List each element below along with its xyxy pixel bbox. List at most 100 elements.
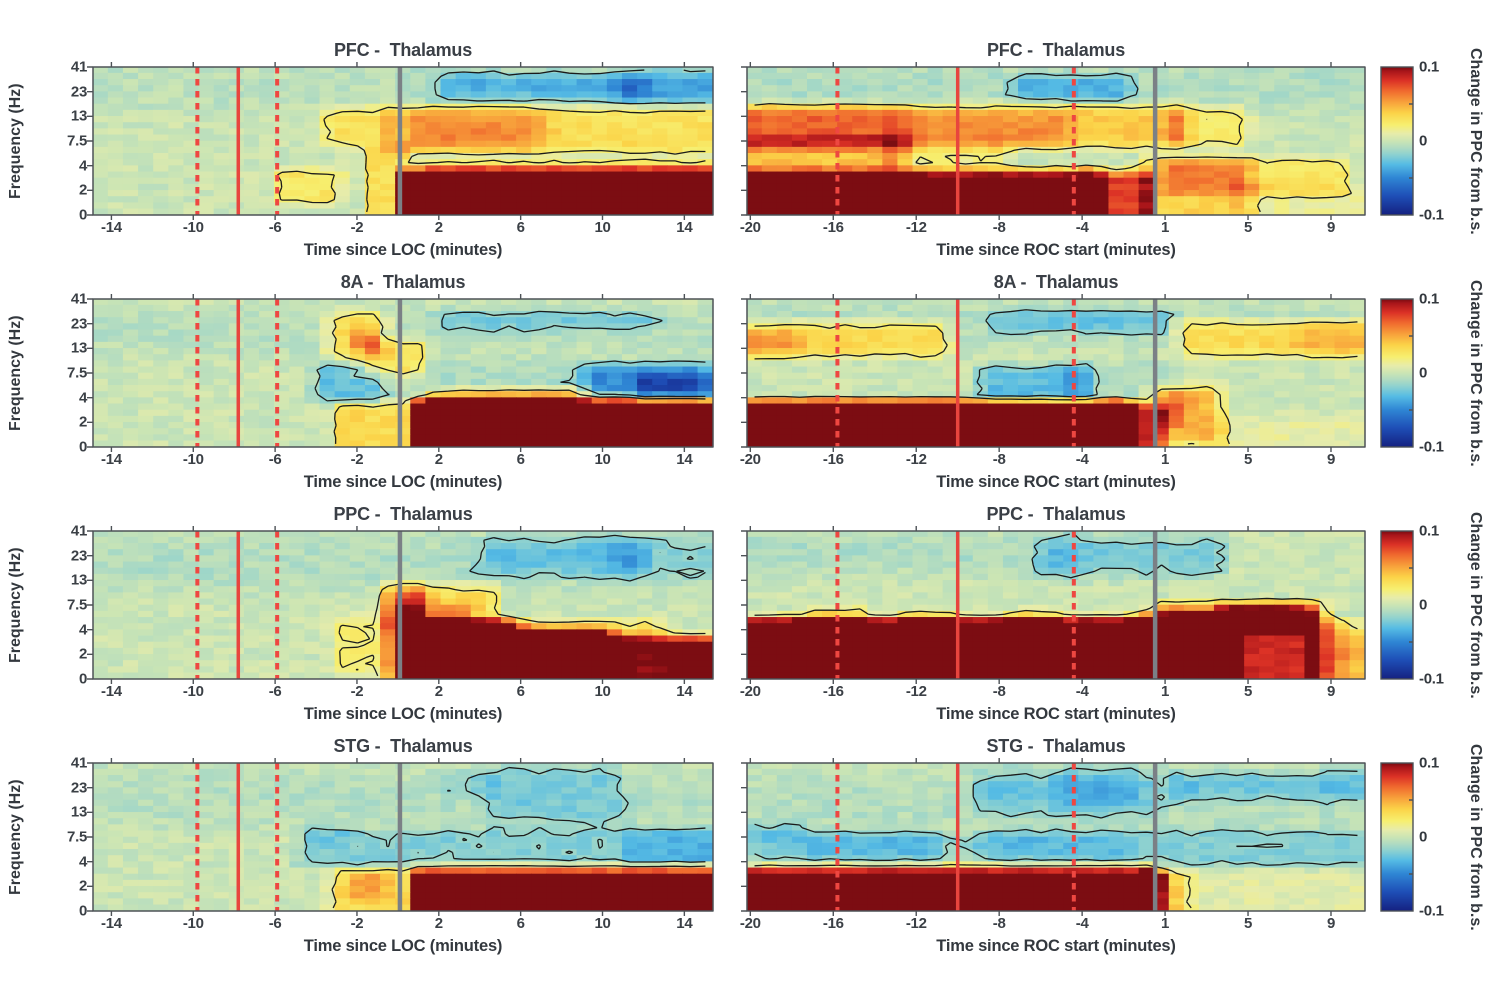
x-tick-label: 2 [434, 451, 443, 468]
x-tick-label: -2 [350, 915, 364, 932]
x-tick-label: -10 [182, 915, 204, 932]
panel-title: PPC - Thalamus [986, 504, 1126, 524]
panel-title: 8A - Thalamus [993, 272, 1119, 292]
x-tick-label: 5 [1244, 219, 1253, 236]
x-axis-label: Time since LOC (minutes) [303, 705, 503, 723]
x-tick-label: -20 [739, 915, 761, 932]
panel-title: PPC - Thalamus [333, 504, 473, 524]
x-tick-label: 2 [434, 683, 443, 700]
colorbar-tick-label: -0.1 [1419, 438, 1444, 456]
x-tick-label: -6 [268, 219, 282, 236]
x-tick-label: -4 [1075, 451, 1089, 468]
x-tick-label: -14 [101, 451, 122, 468]
x-tick-label: 10 [594, 451, 611, 468]
x-tick-label: -12 [905, 219, 927, 236]
y-tick-label: 4 [78, 389, 87, 407]
x-tick-label: 2 [434, 915, 443, 932]
x-tick-labels: -14 -10 -6 -2 2 6 10 14 [93, 683, 713, 703]
x-tick-label: -12 [905, 915, 927, 932]
colorbar-label: Change in PPC from b.s. [1467, 47, 1484, 235]
x-axis-label: Time since ROC start (minutes) [936, 473, 1176, 491]
y-tick-label: 4 [78, 853, 87, 871]
colorbar: 0.1 0 -0.1 [1375, 523, 1444, 688]
panel-title: 8A - Thalamus [340, 272, 466, 292]
panel-title: PFC - Thalamus [333, 40, 473, 60]
heatmap-panel-stg-roc: STG - Thalamus -20 -16 -12 -8 -4 1 5 9 Time sin… [739, 736, 1373, 955]
colorbar-tick-label: 0.1 [1419, 754, 1439, 772]
x-axis-label: Time since LOC (minutes) [303, 937, 503, 955]
heatmap-panel-8a-loc: 8A - Thalamus -14 -10 -6 -2 2 6 10 14 Time sinc… [7, 272, 721, 491]
panel-title: STG - Thalamus [333, 736, 473, 756]
x-tick-labels: -20 -16 -12 -8 -4 1 5 9 [740, 683, 1365, 703]
colorbar-tick-label: 0 [1419, 828, 1428, 846]
colorbar-canvas [1375, 757, 1419, 917]
x-tick-label: 10 [594, 683, 611, 700]
heatmap-panel-pfc-loc: PFC - Thalamus -14 -10 -6 -2 2 6 10 14 Time sin… [7, 40, 721, 259]
heatmap-panel-ppc-loc: PPC - Thalamus -14 -10 -6 -2 2 6 10 14 Time sin… [7, 504, 721, 723]
colorbar-tick-label: -0.1 [1419, 206, 1444, 224]
x-tick-label: 1 [1161, 915, 1170, 932]
y-tick-label: 0 [78, 902, 87, 920]
x-tick-label: -14 [101, 683, 122, 700]
x-tick-label: 1 [1161, 219, 1170, 236]
x-tick-label: -6 [268, 683, 282, 700]
x-axis-label: Time since ROC start (minutes) [936, 705, 1176, 723]
panel-title: PFC - Thalamus [986, 40, 1126, 60]
y-tick-labels: 41 23 13 7.5 4 2 0 [47, 523, 87, 688]
x-axis-label: Time since LOC (minutes) [303, 241, 503, 259]
x-tick-labels: -14 -10 -6 -2 2 6 10 14 [93, 915, 713, 935]
x-tick-label: -4 [1075, 683, 1089, 700]
y-tick-label: 13 [70, 571, 87, 589]
x-tick-label: 9 [1326, 683, 1336, 700]
x-tick-label: -4 [1075, 219, 1089, 236]
y-tick-label: 0 [78, 206, 87, 224]
y-tick-labels: 41 23 13 7.5 4 2 0 [47, 755, 87, 920]
x-tick-label: -20 [739, 451, 761, 468]
x-tick-label: -16 [822, 451, 844, 468]
colorbar-tick-label: 0 [1419, 364, 1428, 382]
heatmap-canvas-8a-roc [739, 291, 1373, 455]
x-tick-label: -10 [182, 219, 204, 236]
x-tick-label: -16 [822, 219, 844, 236]
x-tick-label: 10 [594, 915, 611, 932]
colorbar-tick-label: 0.1 [1419, 290, 1439, 308]
x-tick-label: -12 [905, 683, 927, 700]
x-tick-labels: -14 -10 -6 -2 2 6 10 14 [93, 219, 713, 239]
heatmap-canvas-ppc-roc [739, 523, 1373, 687]
y-axis-label: Frequency (Hz) [7, 83, 24, 199]
x-tick-label: 1 [1161, 683, 1170, 700]
x-tick-label: -2 [350, 451, 364, 468]
colorbar-tick-label: 0.1 [1419, 522, 1439, 540]
y-tick-labels: 41 23 13 7.5 4 2 0 [47, 291, 87, 456]
x-tick-label: 9 [1326, 915, 1336, 932]
panel-title: STG - Thalamus [986, 736, 1126, 756]
colorbar-canvas [1375, 293, 1419, 453]
heatmap-canvas-pfc-roc [739, 59, 1373, 223]
y-tick-label: 41 [70, 58, 87, 76]
x-tick-label: 14 [676, 915, 693, 932]
colorbar-canvas [1375, 525, 1419, 685]
colorbar-tick-label: 0 [1419, 596, 1428, 614]
colorbar-tick-label: 0.1 [1419, 58, 1439, 76]
x-tick-label: -16 [822, 915, 844, 932]
x-tick-label: 6 [516, 915, 525, 932]
y-axis-label: Frequency (Hz) [7, 779, 24, 895]
x-tick-label: -20 [739, 219, 761, 236]
heatmap-panel-stg-loc: STG - Thalamus -14 -10 -6 -2 2 6 10 14 Time sin… [7, 736, 721, 955]
y-tick-labels: 41 23 13 7.5 4 2 0 [47, 59, 87, 224]
x-tick-label: 9 [1326, 451, 1336, 468]
x-tick-label: 2 [434, 219, 443, 236]
y-tick-label: 4 [78, 621, 87, 639]
heatmap-canvas-8a-loc [85, 291, 721, 455]
y-tick-label: 2 [78, 181, 87, 199]
colorbar: 0.1 0 -0.1 [1375, 755, 1444, 920]
x-tick-label: 10 [594, 219, 611, 236]
y-axis-label: Frequency (Hz) [7, 315, 24, 431]
y-tick-label: 41 [70, 754, 87, 772]
x-tick-label: -6 [268, 451, 282, 468]
x-tick-labels: -20 -16 -12 -8 -4 1 5 9 [740, 451, 1365, 471]
colorbar-tick-label: -0.1 [1419, 670, 1444, 688]
x-tick-label: -16 [822, 683, 844, 700]
y-tick-label: 23 [70, 315, 87, 333]
x-axis-label: Time since LOC (minutes) [303, 473, 503, 491]
